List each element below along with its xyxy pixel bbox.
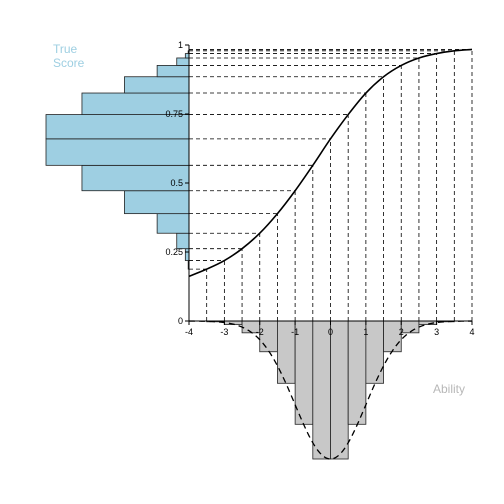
true-score-histogram-bar: [45, 114, 190, 140]
true-score-histogram-bar: [184, 53, 190, 59]
true-score-histogram-bar: [156, 65, 190, 78]
x-tick-label: -2: [256, 327, 264, 337]
true-score-histogram-bar: [156, 213, 190, 234]
true-score-histogram-bar: [124, 76, 190, 94]
true-score-histogram-bar: [124, 190, 190, 215]
y-tick-label: 0.75: [165, 109, 183, 119]
x-tick-label: -3: [220, 327, 228, 337]
x-tick-label: -1: [291, 327, 299, 337]
true-score-histogram-bar: [81, 164, 190, 192]
x-tick-label: 3: [434, 327, 439, 337]
ability-histogram-bar: [365, 320, 384, 384]
x-tick-label: 1: [363, 327, 368, 337]
x-tick-label: 2: [399, 327, 404, 337]
true-score-curve: [188, 48, 473, 278]
x-tick-label: 0: [328, 327, 333, 337]
x-tick-label: -4: [185, 327, 193, 337]
y-axis-title-line1: True: [53, 42, 78, 56]
y-tick-label: 0.25: [165, 247, 183, 257]
true-score-histogram-bar: [45, 138, 190, 166]
ability-histogram-bar: [400, 320, 420, 334]
ability-histogram: [206, 320, 455, 460]
true-score-histogram-bar: [184, 248, 190, 261]
x-axis-title: Ability: [433, 382, 465, 396]
guide-lines: [189, 49, 473, 321]
x-tick-label: 4: [469, 327, 474, 337]
x-axis-ticks: -4 -3 -2 -1 0 1 2 3 4: [185, 321, 475, 337]
true-score-histogram: [45, 50, 190, 270]
ability-histogram-bar: [312, 320, 331, 460]
axes: [188, 45, 472, 322]
ability-histogram-bar: [330, 320, 349, 460]
true-score-histogram-bar: [176, 57, 190, 66]
true-score-curve-layer: [188, 48, 473, 278]
y-axis-title-line2: Score: [53, 56, 85, 70]
y-tick-label: 0.5: [170, 178, 183, 188]
y-axis-ticks: 0 0.25 0.5 0.75 1: [165, 40, 189, 326]
y-tick-label: 0: [178, 316, 183, 326]
y-tick-label: 1: [178, 40, 183, 50]
